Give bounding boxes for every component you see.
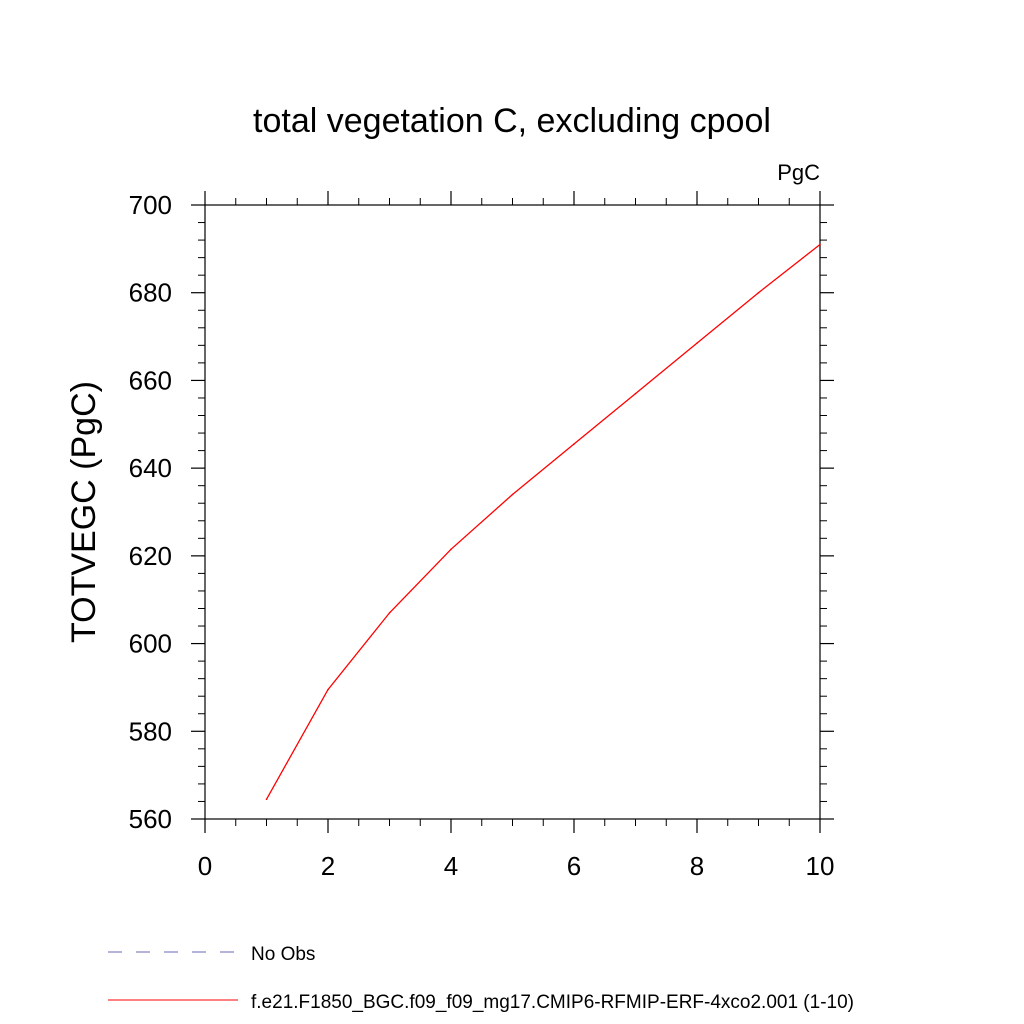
x-axis-ticks: 0 2 4 6 8 10	[198, 191, 835, 881]
legend: No Obs f.e21.F1850_BGC.f09_f09_mg17.CMIP6…	[108, 944, 854, 1013]
x-tick-label: 6	[567, 851, 581, 881]
y-tick-label: 620	[129, 541, 172, 571]
data-point	[819, 243, 821, 246]
data-point	[265, 798, 268, 801]
y-tick-label: 680	[129, 278, 172, 308]
data-point	[696, 342, 698, 344]
data-point	[450, 548, 452, 551]
y-tick-label: 560	[129, 804, 172, 834]
data-point	[757, 291, 760, 294]
y-tick-label: 700	[129, 190, 172, 220]
x-tick-label: 4	[444, 851, 458, 881]
legend-label: f.e21.F1850_BGC.f09_f09_mg17.CMIP6-RFMIP…	[251, 992, 854, 1013]
legend-label: No Obs	[251, 944, 315, 965]
chart-title: total vegetation C, excluding cpool	[253, 102, 771, 140]
y-tick-label: 600	[129, 629, 172, 659]
units-label: PgC	[777, 160, 820, 185]
data-point	[327, 688, 329, 691]
y-axis-ticks: 560 580 600 620 640 660 680 700	[129, 190, 834, 834]
plot-frame	[204, 204, 821, 820]
series-line	[265, 243, 821, 800]
y-axis-title: TOTVEGC (PgC)	[65, 381, 103, 643]
data-point	[573, 443, 575, 445]
y-tick-label: 660	[129, 365, 172, 395]
series-lines	[265, 243, 821, 801]
data-point	[388, 612, 391, 614]
y-tick-label: 640	[129, 453, 172, 483]
y-tick-label: 580	[129, 716, 172, 746]
data-point	[634, 392, 637, 395]
x-tick-label: 8	[690, 851, 704, 881]
x-tick-label: 0	[198, 851, 212, 881]
x-tick-label: 10	[806, 851, 835, 881]
data-point	[511, 493, 514, 496]
x-tick-label: 2	[321, 851, 335, 881]
